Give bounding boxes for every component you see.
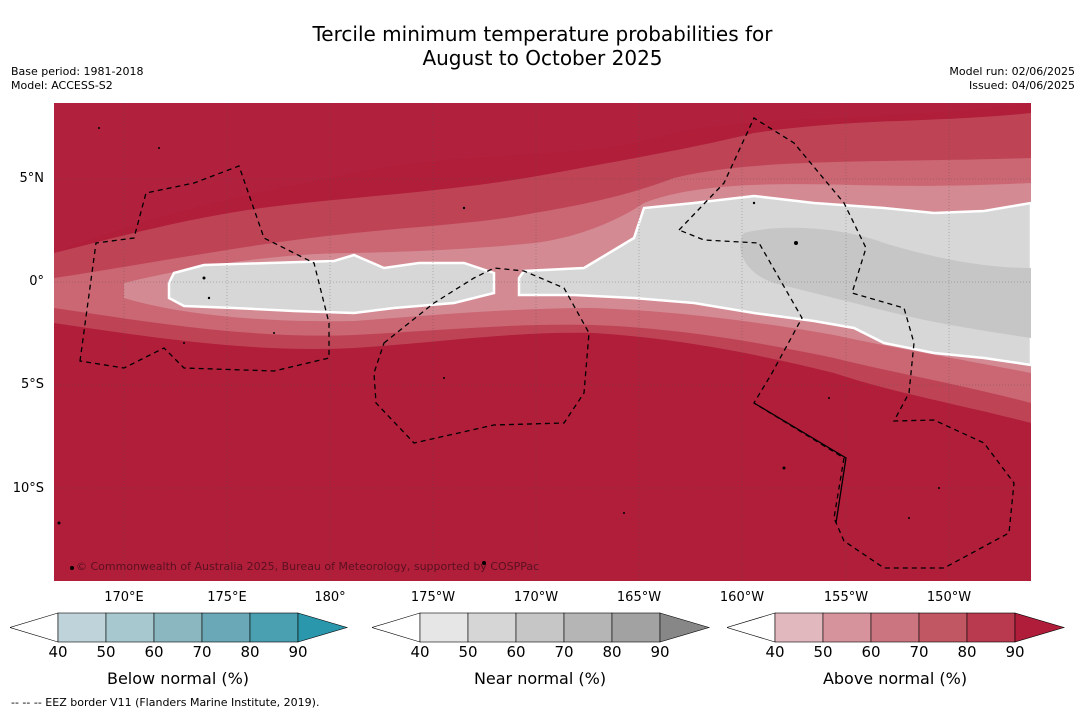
forecast-map: © Commonwealth of Australia 2025, Bureau… [54,103,1033,581]
map-panel: © Commonwealth of Australia 2025, Bureau… [54,103,1033,581]
colorbar-near-segment-3 [515,612,565,643]
cb2-tick-70: 70 [554,643,574,661]
lat-label-5n: 5°N [19,171,45,186]
colorbar-near-segment-2 [467,612,517,643]
issued-date: Issued: 04/06/2025 [968,79,1075,92]
meta-left: Base period: 1981-2018 Model: ACCESS-S2 [11,65,143,93]
meta-right: Model run: 02/06/2025 Issued: 04/06/2025 [949,65,1075,93]
eez-borders [79,117,1015,569]
cb2-tick-60: 60 [506,643,526,661]
model-run: Model run: 02/06/2025 [949,65,1075,78]
cb1-tick-90: 90 [288,643,308,661]
colorbar-below-normal [10,612,349,643]
lon-label-150w: 150°W [926,590,972,605]
chart-title: Tercile minimum temperature probabilitie… [0,22,1085,70]
cb1-tick-80: 80 [240,643,260,661]
colorbar-below-max-arrow [297,612,349,643]
title-line-1: Tercile minimum temperature probabilitie… [312,22,773,46]
eez-solid-segment [753,402,847,524]
cb3-tick-80: 80 [957,643,977,661]
cb3-tick-70: 70 [909,643,929,661]
graticule [54,103,1031,581]
colorbar-near-segment-4 [563,612,613,643]
cb3-tick-50: 50 [813,643,833,661]
above-band-north-80 [54,103,1031,253]
title-line-2: August to October 2025 [422,46,663,70]
colorbar-above-segment-3 [870,612,920,643]
cb2-tick-50: 50 [458,643,478,661]
lat-label-10s: 10°S [12,481,44,496]
lon-label-170w: 170°W [513,590,559,605]
colorbar-above-min-arrow [727,612,776,643]
near-normal-west-region [167,253,496,315]
lon-label-175w: 175°W [410,590,456,605]
colorbar-above-segment-4 [918,612,968,643]
colorbar-near-segment-1 [419,612,469,643]
lat-label-5s: 5°S [20,377,44,392]
cb1-tick-60: 60 [144,643,164,661]
island-markers [57,127,940,570]
lon-label-175e: 175°E [207,590,247,605]
eez-footnote: -- -- -- EEZ border V11 (Flanders Marine… [11,696,320,709]
colorbar-below-segment-2 [105,612,155,643]
cb2-tick-90: 90 [650,643,670,661]
colorbar-near-label: Near normal (%) [473,669,607,688]
copyright-text: © Commonwealth of Australia 2025, Bureau… [76,560,539,573]
colorbar-above-max-arrow [1014,612,1066,643]
colorbar-below-segment-1 [57,612,107,643]
cb3-tick-40: 40 [765,643,785,661]
cb3-tick-90: 90 [1005,643,1025,661]
colorbar-near-max-arrow [659,612,711,643]
cb1-tick-70: 70 [192,643,212,661]
near-60-patch [740,227,1031,338]
colorbar-above-normal [727,612,1066,643]
colorbar-below-segment-5 [249,612,299,643]
colorbar-near-min-arrow [372,612,421,643]
cb2-tick-80: 80 [602,643,622,661]
colorbar-above-segment-1 [774,612,824,643]
base-period: Base period: 1981-2018 [11,65,144,78]
lon-label-165w: 165°W [616,590,662,605]
lon-label-160w: 160°W [719,590,765,605]
cb1-tick-40: 40 [48,643,68,661]
colorbar-below-label: Below normal (%) [106,669,250,688]
cb2-tick-40: 40 [410,643,430,661]
lon-label-170e: 170°E [104,590,144,605]
colorbar-near-segment-5 [611,612,661,643]
model-name: Model: ACCESS-S2 [11,79,113,92]
colorbar-above-segment-5 [966,612,1016,643]
lat-label-0: 0° [29,274,44,289]
colorbar-above-segment-2 [822,612,872,643]
colorbar-below-min-arrow [10,612,59,643]
lon-label-155w: 155°W [823,590,869,605]
lon-label-180: 180° [314,590,346,605]
colorbar-near-normal [372,612,711,643]
cb3-tick-60: 60 [861,643,881,661]
cb1-tick-50: 50 [96,643,116,661]
colorbar-below-segment-3 [153,612,203,643]
colorbar-above-label: Above normal (%) [822,669,968,688]
colorbar-below-segment-4 [201,612,251,643]
